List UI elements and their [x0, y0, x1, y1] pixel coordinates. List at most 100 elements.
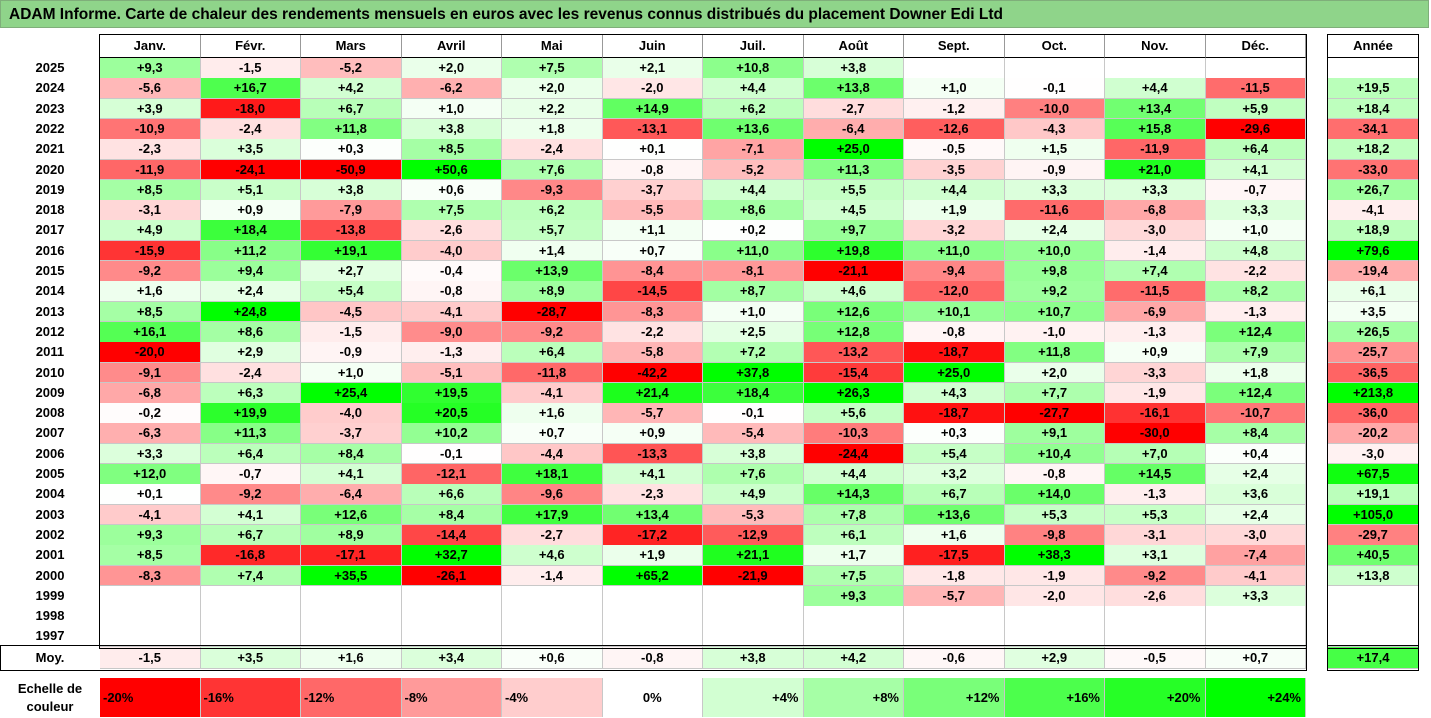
heatmap-cell	[502, 585, 603, 607]
heatmap-cell: +9,8	[1004, 261, 1105, 282]
month-header: Oct.	[1004, 35, 1105, 58]
heatmap-cell: -9,4	[904, 261, 1005, 282]
heatmap-cell: -28,7	[502, 301, 603, 323]
heatmap-cell: -0,4	[401, 261, 502, 282]
heatmap-cell: +18,4	[200, 220, 301, 242]
month-header: Juin	[602, 35, 703, 58]
heatmap-cell: +4,6	[803, 281, 904, 303]
heatmap-cell: -26,1	[401, 565, 502, 587]
heatmap-cell: +4,9	[703, 484, 804, 506]
heatmap-cell: +8,6	[200, 321, 301, 343]
month-header: Janv.	[100, 35, 201, 58]
year-label: 2012	[35, 323, 65, 339]
year-label: 1997	[35, 628, 65, 644]
annual-cell: +19,5	[1328, 78, 1418, 100]
average-cell: -1,5	[100, 647, 201, 669]
heatmap-cell: -4,4	[502, 443, 603, 465]
heatmap-cell: -17,2	[602, 524, 703, 546]
heatmap-cell: +8,5	[100, 179, 201, 201]
heatmap-cell	[602, 626, 703, 648]
heatmap-cell: -9,0	[401, 321, 502, 343]
heatmap-cell: +11,8	[301, 118, 402, 140]
heatmap-cell: -1,3	[1205, 301, 1306, 323]
heatmap-cell: +1,4	[502, 240, 603, 262]
heatmap-cell: +5,3	[1105, 504, 1206, 526]
heatmap-cell: +7,0	[1105, 443, 1206, 465]
heatmap-cell: -9,6	[502, 484, 603, 506]
annual-cell: -36,0	[1328, 403, 1418, 424]
month-header: Mai	[502, 35, 603, 58]
year-label: 1998	[35, 608, 65, 624]
heatmap-cell: -27,7	[1004, 403, 1105, 424]
heatmap-cell: +2,4	[1205, 504, 1306, 526]
heatmap-cell: +4,9	[100, 220, 201, 242]
heatmap-cell: +20,5	[401, 403, 502, 424]
average-cell: -0,8	[602, 647, 703, 669]
year-label: 2006	[35, 445, 65, 461]
heatmap-cell: -11,5	[1105, 281, 1206, 303]
heatmap-cell: +7,6	[703, 464, 804, 485]
heatmap-cell: +4,1	[200, 504, 301, 526]
heatmap-cell: +16,7	[200, 78, 301, 100]
heatmap-cell: +8,4	[1205, 423, 1306, 445]
heatmap-cell: +8,5	[100, 301, 201, 323]
heatmap-cell: +8,4	[301, 443, 402, 465]
average-cell: +0,7	[1205, 647, 1306, 669]
heatmap-cell	[301, 585, 402, 607]
annual-cell: +67,5	[1328, 464, 1418, 485]
heatmap-cell: +10,1	[904, 301, 1005, 323]
color-scale-swatch: 0%	[602, 678, 703, 717]
heatmap-cell: +3,3	[1205, 200, 1306, 221]
heatmap-cell: +5,5	[803, 179, 904, 201]
year-label: 1999	[35, 587, 65, 603]
heatmap-cell: +8,4	[401, 504, 502, 526]
heatmap-cell: +25,0	[904, 362, 1005, 384]
heatmap-cell: +14,3	[803, 484, 904, 506]
heatmap-cell: -11,6	[1004, 200, 1105, 221]
heatmap-cell: -18,7	[904, 403, 1005, 424]
annual-cell	[1328, 585, 1418, 607]
heatmap-cell	[803, 626, 904, 648]
color-scale-swatch: -4%	[502, 678, 603, 717]
heatmap-cell	[200, 585, 301, 607]
heatmap-cell: -2,2	[1205, 261, 1306, 282]
heatmap-cell: +4,4	[904, 179, 1005, 201]
heatmap-cell: +1,0	[401, 98, 502, 120]
heatmap-cell: -11,5	[1205, 78, 1306, 100]
heatmap-cell: -8,1	[703, 261, 804, 282]
annual-cell: -36,5	[1328, 362, 1418, 384]
heatmap-cell: -4,0	[301, 403, 402, 424]
heatmap-cell: +3,2	[904, 464, 1005, 485]
heatmap-cell: +4,4	[1105, 78, 1206, 100]
heatmap-cell: -1,9	[1105, 382, 1206, 404]
year-label: 2002	[35, 526, 65, 542]
color-scale-label: Echelle de couleur	[0, 678, 100, 717]
annual-cell: +79,6	[1328, 240, 1418, 262]
heatmap-cell	[904, 626, 1005, 648]
year-label: 2017	[35, 222, 65, 238]
heatmap-cell: +2,4	[1004, 220, 1105, 242]
heatmap-cell: +3,1	[1105, 545, 1206, 566]
annual-cell: +26,7	[1328, 179, 1418, 201]
heatmap-cell: +1,6	[502, 403, 603, 424]
color-scale-swatch: -8%	[401, 678, 502, 717]
heatmap-cell: +7,7	[1004, 382, 1105, 404]
heatmap-cell	[100, 606, 201, 627]
heatmap-cell: +4,1	[1205, 159, 1306, 181]
heatmap-cell: -30,0	[1105, 423, 1206, 445]
heatmap-cell: +7,5	[502, 58, 603, 79]
heatmap-cell: +9,3	[100, 524, 201, 546]
heatmap-cell: -9,2	[1105, 565, 1206, 587]
heatmap-cell: +6,6	[401, 484, 502, 506]
heatmap-cell: +6,2	[502, 200, 603, 221]
heatmap-cell: +14,0	[1004, 484, 1105, 506]
annual-cell: -29,7	[1328, 524, 1418, 546]
year-label: 2005	[35, 466, 65, 481]
heatmap-cell: -16,1	[1105, 403, 1206, 424]
heatmap-cell: -3,1	[1105, 524, 1206, 546]
year-label: 2003	[35, 506, 65, 522]
heatmap-cell	[1205, 626, 1306, 648]
heatmap-cell: +11,0	[703, 240, 804, 262]
annual-cell: +3,5	[1328, 301, 1418, 323]
heatmap-cell: +7,4	[1105, 261, 1206, 282]
